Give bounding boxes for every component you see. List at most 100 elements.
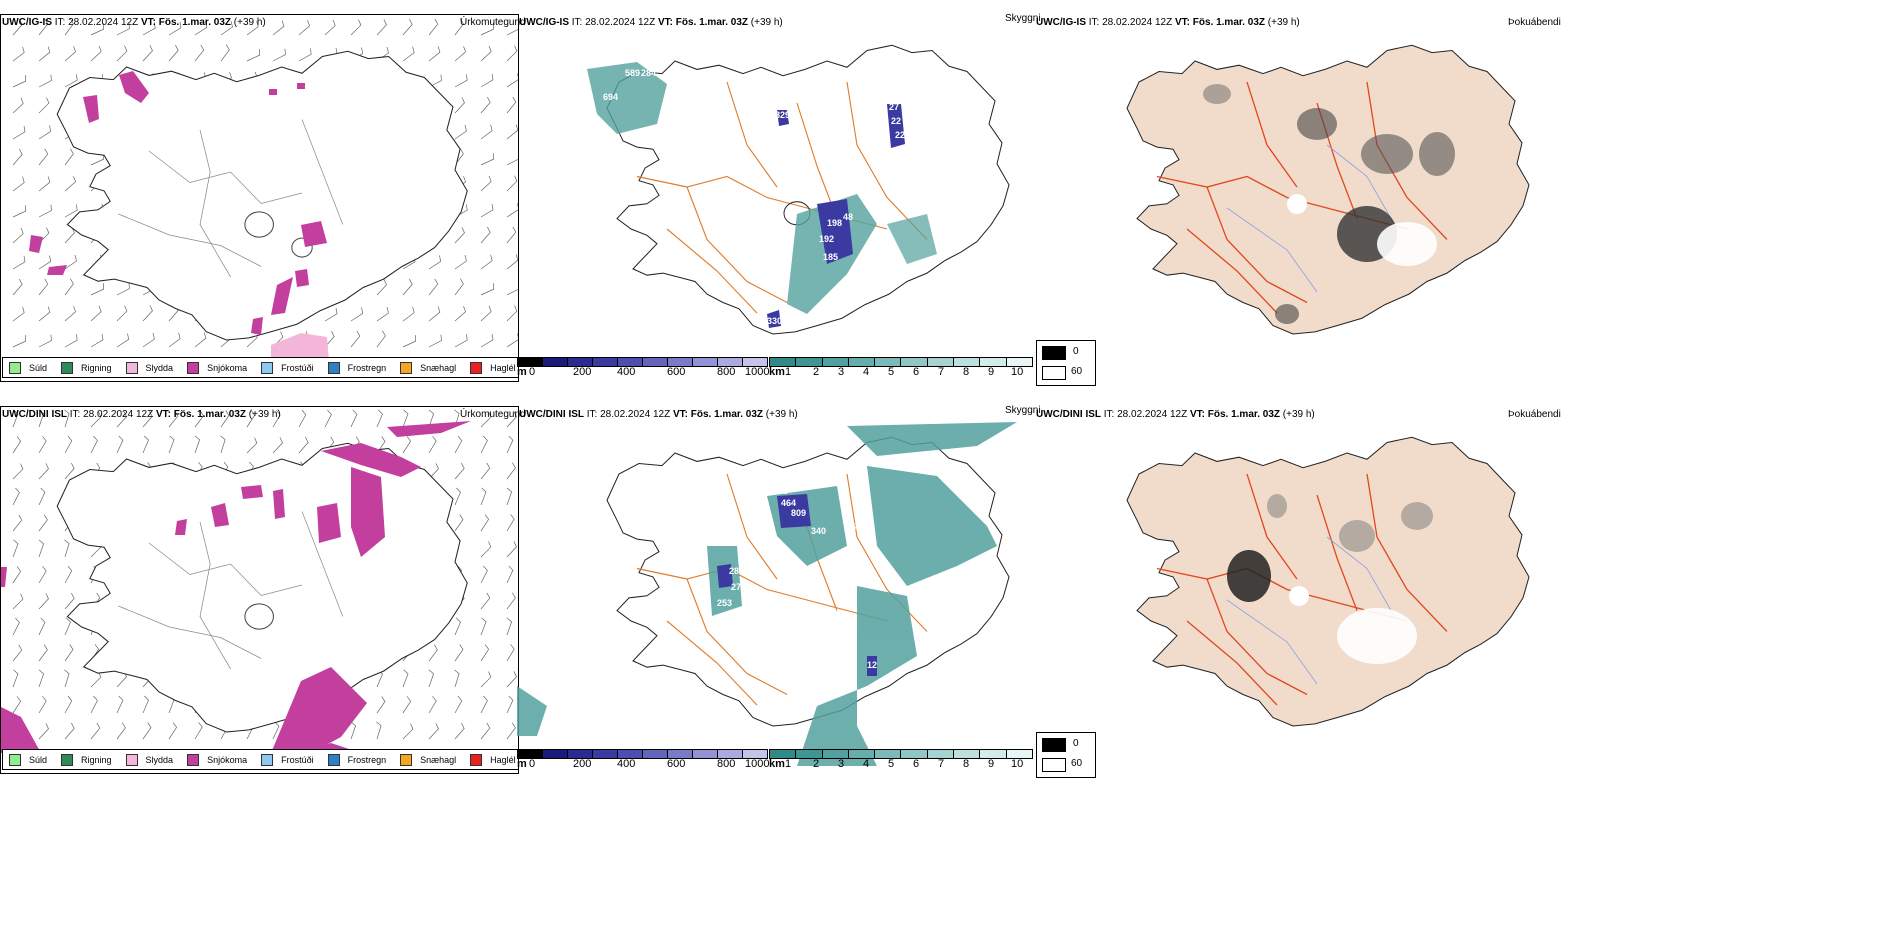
visibility-label-bottom: Skyggni bbox=[1005, 405, 1041, 416]
model-name: UWC/DINI ISL bbox=[1036, 409, 1101, 420]
wind-barb bbox=[480, 175, 492, 192]
wind-barb bbox=[480, 722, 491, 740]
tick-label: 2 bbox=[813, 366, 820, 378]
lead-time: (+39 h) bbox=[765, 409, 798, 420]
wind-barb bbox=[324, 330, 335, 348]
wind-barb bbox=[38, 306, 51, 322]
wind-barb bbox=[428, 334, 442, 348]
wind-barb bbox=[506, 158, 518, 166]
wind-barb bbox=[38, 644, 48, 662]
wind-barb bbox=[90, 411, 102, 428]
wind-barb bbox=[506, 45, 518, 62]
wind-barb bbox=[64, 695, 73, 714]
valid-time: Fös. 1.mar. 03Z bbox=[1192, 17, 1266, 28]
wind-barb bbox=[194, 44, 205, 62]
tick-label: 5 bbox=[888, 758, 895, 770]
wind-barb bbox=[506, 487, 513, 506]
wind-barb bbox=[272, 48, 286, 62]
wind-barb bbox=[454, 514, 464, 532]
tick-label: 6 bbox=[913, 758, 920, 770]
vis-value-labels: 356 464 809 340 520 281 27 253 329 241 1… bbox=[717, 486, 928, 684]
wind-barb bbox=[38, 514, 48, 532]
wind-barb bbox=[64, 565, 73, 584]
wind-barb bbox=[428, 306, 441, 322]
wind-barb bbox=[64, 46, 77, 62]
legend-item: Snjókoma bbox=[187, 361, 247, 374]
fog-min-label: 60 bbox=[1071, 366, 1083, 377]
fog-dark-areas bbox=[1227, 494, 1433, 664]
vis-label: 202 bbox=[805, 674, 820, 684]
fog-panel-bottom bbox=[1037, 406, 1557, 772]
fog-max-label: 0 bbox=[1073, 738, 1079, 749]
wind-barb bbox=[350, 330, 361, 348]
wind-barb bbox=[168, 722, 178, 740]
fog-map-top bbox=[1126, 44, 1530, 335]
init-time: 28.02.2024 12Z bbox=[1102, 17, 1173, 28]
valid-time: Fös. 1.mar. 03Z bbox=[675, 17, 749, 28]
wind-barb bbox=[454, 278, 464, 296]
wind-barb bbox=[90, 283, 105, 296]
wind-barb bbox=[506, 617, 513, 636]
wind-barb bbox=[38, 125, 52, 140]
tick-label: 8 bbox=[963, 758, 970, 770]
wind-barb bbox=[506, 254, 518, 270]
wind-barb bbox=[64, 539, 70, 558]
vis-label: 284 bbox=[641, 68, 656, 78]
wind-barb bbox=[480, 226, 491, 244]
tick-label: 600 bbox=[667, 366, 686, 378]
panel-title-fog-top: UWC/IG-IS IT: 28.02.2024 12Z VT: Fös. 1.… bbox=[1036, 17, 1300, 28]
wind-barb bbox=[480, 124, 493, 140]
wind-barb bbox=[38, 539, 45, 558]
swatch bbox=[400, 753, 413, 766]
vis-scale-m-top bbox=[517, 357, 768, 367]
wind-barb bbox=[12, 463, 24, 480]
wind-barb bbox=[38, 255, 52, 270]
legend-label: Haglél bbox=[490, 754, 516, 765]
wind-barb bbox=[454, 644, 464, 662]
wind-barb bbox=[506, 175, 518, 192]
precip-panel-bottom: Súld Rigning Slydda Snjókoma Frostúði Fr… bbox=[0, 406, 519, 774]
wind-barb bbox=[64, 227, 75, 244]
legend-label: Rigning bbox=[81, 754, 112, 765]
wind-barb bbox=[454, 435, 463, 454]
wind-barb bbox=[506, 333, 518, 348]
wind-barb bbox=[506, 722, 516, 740]
tick-label: 5 bbox=[888, 366, 895, 378]
wind-barb bbox=[454, 462, 465, 480]
wind-barb bbox=[64, 462, 75, 480]
wind-barb bbox=[272, 20, 285, 36]
wind-barb bbox=[298, 48, 312, 62]
vis-ticks-km-top: km 1 2 3 4 5 6 7 8 9 10 bbox=[769, 366, 1039, 380]
wind-barb bbox=[454, 695, 463, 714]
wind-barb bbox=[168, 332, 181, 348]
wind-barb bbox=[64, 148, 74, 166]
legend-item: Frostregn bbox=[327, 361, 386, 374]
wind-barb bbox=[38, 593, 49, 610]
wind-barb bbox=[168, 410, 179, 428]
legend-label: Snjókoma bbox=[207, 754, 248, 765]
wind-barb bbox=[12, 227, 24, 244]
wind-barb bbox=[220, 410, 230, 428]
precip-map-bottom bbox=[1, 409, 517, 753]
wind-barb bbox=[64, 278, 74, 296]
wind-barb bbox=[194, 722, 203, 740]
wind-barb bbox=[116, 722, 126, 740]
wind-barb bbox=[272, 410, 281, 428]
wind-barb bbox=[454, 334, 468, 348]
tick-label: 0 bbox=[529, 758, 536, 770]
tick-label: 9 bbox=[988, 366, 995, 378]
wind-barb bbox=[12, 335, 27, 348]
legend-item: Rigning bbox=[61, 361, 112, 374]
fog-swatch-min bbox=[1042, 366, 1066, 380]
legend-label: Rigning bbox=[81, 362, 112, 373]
wind-barb bbox=[506, 514, 515, 532]
wind-barb bbox=[480, 283, 495, 296]
wind-barb bbox=[428, 278, 439, 296]
wind-barb bbox=[428, 255, 442, 270]
fog-swatch-max bbox=[1042, 738, 1066, 752]
tick-label: 6 bbox=[913, 366, 920, 378]
wind-barb bbox=[376, 696, 386, 714]
wind-barb bbox=[454, 227, 465, 244]
wind-barb bbox=[12, 75, 27, 88]
lead-time: (+39 h) bbox=[750, 17, 783, 28]
